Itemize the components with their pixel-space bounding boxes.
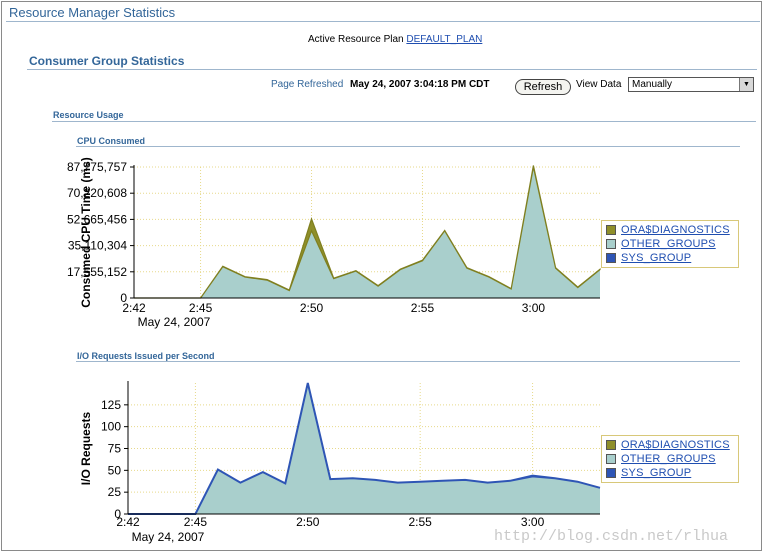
title-divider xyxy=(6,21,760,22)
page-refreshed-time: May 24, 2007 3:04:18 PM CDT xyxy=(350,79,490,90)
section-divider xyxy=(27,69,757,70)
legend-label[interactable]: ORA$DIAGNOSTICS xyxy=(621,439,730,451)
legend-swatch xyxy=(606,253,616,263)
refresh-button[interactable]: Refresh xyxy=(515,79,571,95)
legend-label[interactable]: SYS_GROUP xyxy=(621,467,692,479)
legend-swatch xyxy=(606,454,616,464)
legend-swatch xyxy=(606,239,616,249)
legend-label[interactable]: OTHER_GROUPS xyxy=(621,238,716,250)
resource-usage-divider xyxy=(52,121,756,122)
resource-usage-heading: Resource Usage xyxy=(53,110,124,120)
legend-item[interactable]: SYS_GROUP xyxy=(606,251,734,265)
legend-item[interactable]: OTHER_GROUPS xyxy=(606,237,734,251)
watermark-text: http://blog.csdn.net/rlhua xyxy=(494,528,729,545)
legend-swatch xyxy=(606,440,616,450)
cpu-chart-legend: ORA$DIAGNOSTICS OTHER_GROUPS SYS_GROUP xyxy=(601,220,739,268)
page-title: Resource Manager Statistics xyxy=(9,5,176,20)
io-chart-legend: ORA$DIAGNOSTICS OTHER_GROUPS SYS_GROUP xyxy=(601,435,739,483)
cpu-chart-divider xyxy=(76,146,740,147)
view-data-value: Manually xyxy=(632,79,673,90)
legend-item[interactable]: ORA$DIAGNOSTICS xyxy=(606,223,734,237)
legend-item[interactable]: SYS_GROUP xyxy=(606,466,734,480)
chevron-down-icon[interactable]: ▼ xyxy=(739,78,753,91)
legend-swatch xyxy=(606,468,616,478)
cpu-chart-title: CPU Consumed xyxy=(77,136,146,146)
view-data-label: View Data xyxy=(576,79,622,90)
legend-label[interactable]: ORA$DIAGNOSTICS xyxy=(621,224,730,236)
active-plan-line: Active Resource Plan DEFAULT_PLAN xyxy=(308,34,482,45)
legend-item[interactable]: OTHER_GROUPS xyxy=(606,452,734,466)
view-data-select[interactable]: Manually ▼ xyxy=(628,77,754,92)
io-chart-divider xyxy=(76,361,740,362)
legend-swatch xyxy=(606,225,616,235)
active-plan-link[interactable]: DEFAULT_PLAN xyxy=(406,34,483,45)
page-refreshed-label: Page Refreshed xyxy=(271,79,344,90)
section-title: Consumer Group Statistics xyxy=(29,54,185,68)
legend-label[interactable]: SYS_GROUP xyxy=(621,252,692,264)
io-chart-title: I/O Requests Issued per Second xyxy=(77,351,215,361)
legend-label[interactable]: OTHER_GROUPS xyxy=(621,453,716,465)
legend-item[interactable]: ORA$DIAGNOSTICS xyxy=(606,438,734,452)
active-plan-label: Active Resource Plan xyxy=(308,34,404,45)
